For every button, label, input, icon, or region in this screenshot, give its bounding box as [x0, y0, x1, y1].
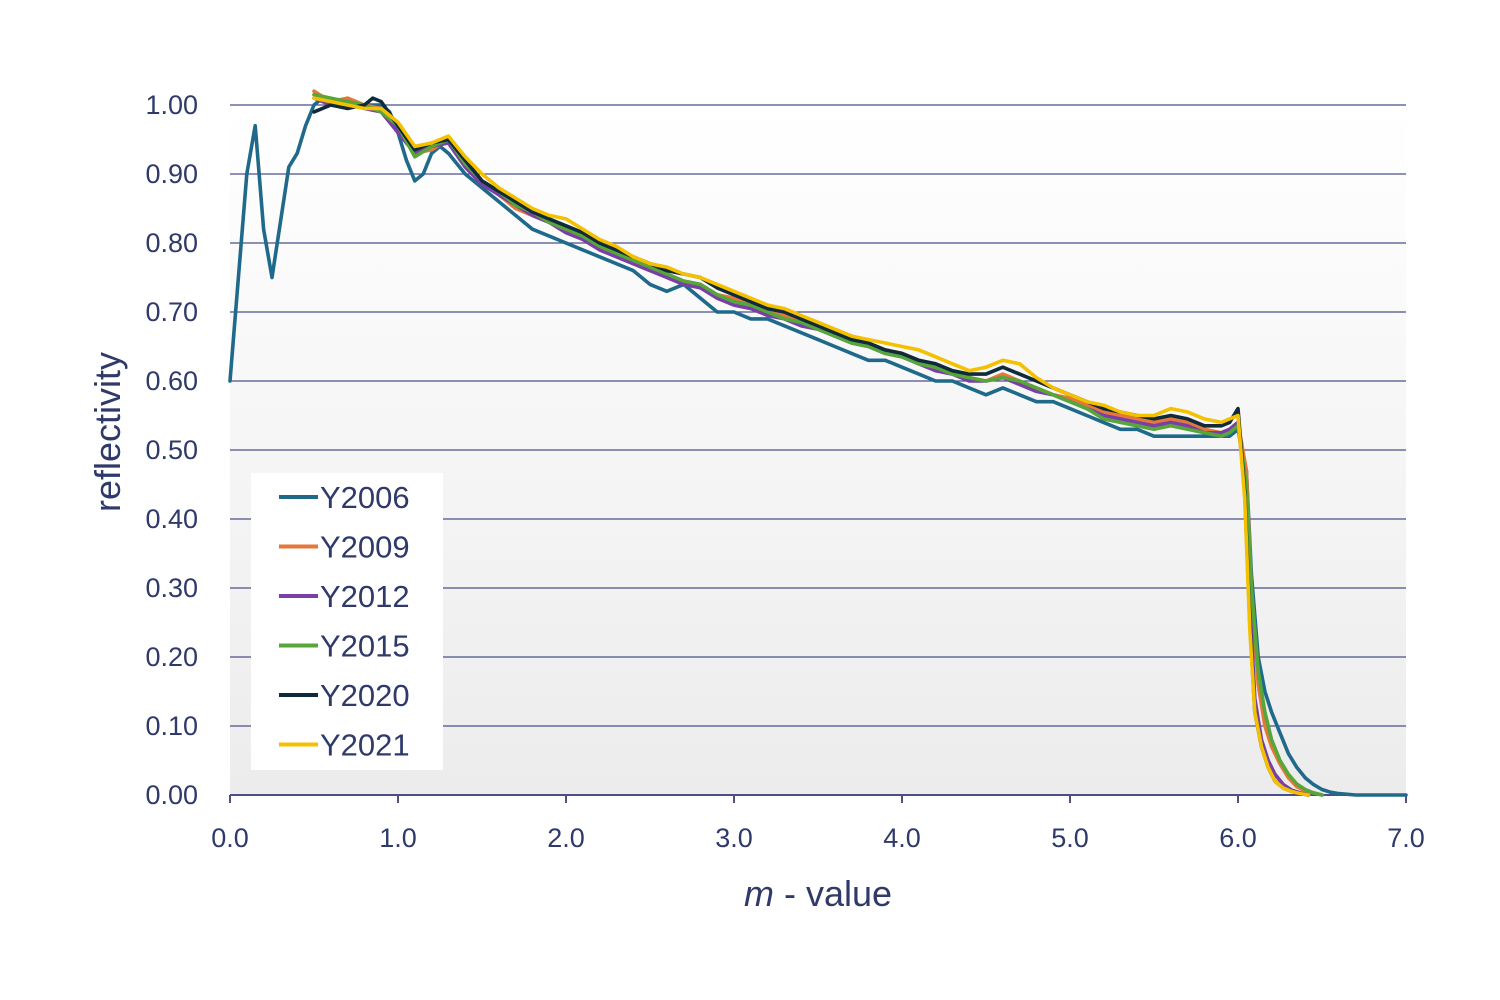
y-tick-label-5: 0.50 — [145, 435, 198, 465]
x-axis-title: m - value — [744, 873, 892, 914]
y-tick-label-8: 0.80 — [145, 228, 198, 258]
y-tick-label-6: 0.60 — [145, 366, 198, 396]
legend-box — [251, 473, 443, 770]
y-tick-label-7: 0.70 — [145, 297, 198, 327]
x-axis-title-rest: - value — [774, 873, 892, 914]
y-axis-title: reflectivity — [87, 352, 128, 512]
series-line-y2020 — [312, 96, 1311, 797]
y-tick-label-10: 1.00 — [145, 90, 198, 120]
legend-label-y2021: Y2021 — [320, 728, 410, 763]
series-line-y2021 — [312, 96, 1311, 797]
legend-label-y2015: Y2015 — [320, 629, 410, 664]
y-axis-ticks: 0.00 0.10 0.20 0.30 0.40 0.50 0.60 0.70 0.80 0.90… — [145, 90, 198, 810]
y-tick-label-1: 0.10 — [145, 711, 198, 741]
legend: Y2006 Y2009 Y2012 Y2015 Y2020 Y2021 — [251, 473, 443, 770]
x-tick-label-6: 6.0 — [1219, 823, 1257, 853]
y-tick-label-4: 0.40 — [145, 504, 198, 534]
x-axis-title-italic: m — [744, 873, 774, 914]
x-tick-label-3: 3.0 — [715, 823, 753, 853]
x-axis-ticks: 0.0 1.0 2.0 3.0 4.0 5.0 6.0 7.0 — [211, 795, 1425, 853]
x-tick-label-5: 5.0 — [1051, 823, 1089, 853]
x-tick-label-7: 7.0 — [1387, 823, 1425, 853]
x-tick-label-1: 1.0 — [379, 823, 417, 853]
x-tick-label-2: 2.0 — [547, 823, 585, 853]
y-tick-label-3: 0.30 — [145, 573, 198, 603]
legend-label-y2006: Y2006 — [320, 480, 410, 515]
y-tick-label-0: 0.00 — [145, 780, 198, 810]
y-tick-label-2: 0.20 — [145, 642, 198, 672]
x-tick-label-4: 4.0 — [883, 823, 921, 853]
legend-label-y2009: Y2009 — [320, 530, 410, 565]
legend-label-y2020: Y2020 — [320, 678, 410, 713]
x-tick-label-0: 0.0 — [211, 823, 249, 853]
y-tick-label-9: 0.90 — [145, 159, 198, 189]
legend-label-y2012: Y2012 — [320, 579, 410, 614]
series-lines — [228, 89, 1408, 797]
